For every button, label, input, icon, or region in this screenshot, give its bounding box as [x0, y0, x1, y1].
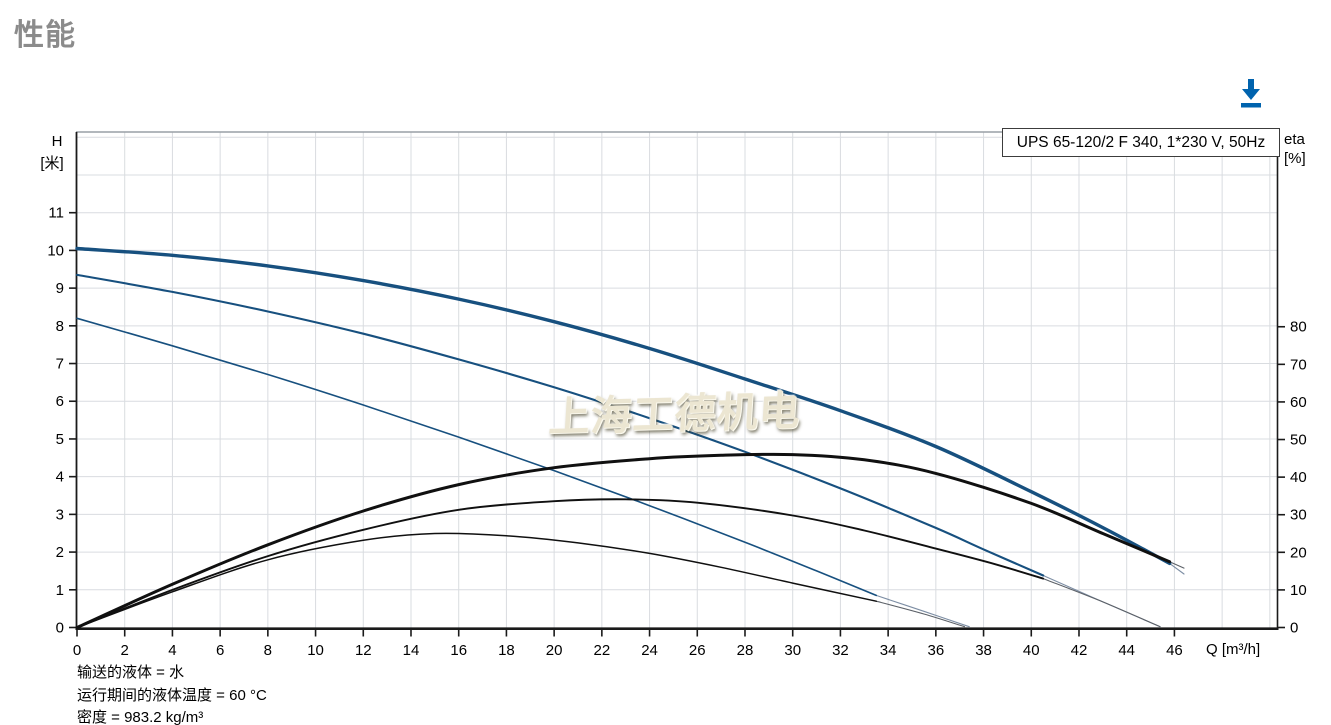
tick-label: 16: [450, 642, 467, 659]
tick-label: 14: [403, 642, 420, 659]
tick-label: 40: [1023, 642, 1040, 659]
right-axis-unit-label: [%]: [1284, 150, 1306, 167]
tick-label: 4: [168, 642, 176, 659]
curve-h-speed3-tail: [1169, 562, 1185, 575]
tick-label: 0: [73, 642, 81, 659]
tick-label: 10: [1290, 582, 1307, 599]
tick-label: 0: [1290, 620, 1298, 637]
tick-label: 60: [1290, 394, 1307, 411]
tick-label: 42: [1071, 642, 1088, 659]
tick-label: 20: [546, 642, 563, 659]
tick-label: 26: [689, 642, 706, 659]
tick-label: 40: [1290, 469, 1307, 486]
tick-label: 6: [216, 642, 224, 659]
tick-label: 11: [48, 205, 64, 222]
chart-grid: [77, 132, 1277, 628]
tick-label: 6: [56, 393, 64, 410]
left-axis-title-h: H: [51, 133, 63, 150]
tick-label: 10: [307, 642, 324, 659]
curve-h-curve-speed-1: [76, 317, 877, 597]
curve-eta-curve-speed-2: [76, 498, 1045, 629]
tick-label: 18: [498, 642, 515, 659]
tick-label: 38: [975, 642, 992, 659]
left-axis-unit-label: [米]: [40, 155, 64, 172]
pump-model-label: UPS 65-120/2 F 340, 1*230 V, 50Hz: [1002, 128, 1280, 157]
tick-label: 34: [880, 642, 897, 659]
download-icon: [1241, 79, 1261, 108]
x-axis-title: Q [m³/h]: [1206, 641, 1261, 658]
tick-label: 2: [56, 544, 64, 561]
tick-label: 46: [1166, 642, 1183, 659]
curve-eta-speed2-tail: [1042, 578, 1161, 628]
tick-label: 7: [56, 356, 64, 373]
tick-label: 1: [56, 582, 64, 599]
page-title: 性能: [14, 19, 76, 52]
tick-label: 8: [56, 318, 64, 335]
footnote-liquid-temperature: 运行期间的液体温度 = 60 °C: [77, 686, 267, 704]
curve-h-speed1-tail: [875, 594, 970, 628]
tick-label: 50: [1290, 432, 1307, 449]
download-button[interactable]: [1236, 76, 1266, 116]
footnote-density: 密度 = 983.2 kg/m³: [77, 709, 204, 725]
tick-label: 80: [1290, 319, 1307, 336]
axis-ticks-and-labels: 0 2 4 6 8 10 12 14 16 18 20 22 24 26 28 30 32 34 36 38 40 42 4…: [47, 205, 1306, 659]
tick-label: 4: [56, 469, 64, 486]
curve-eta-speed1-tail: [875, 600, 966, 628]
tick-label: 5: [56, 431, 64, 448]
tick-label: 9: [56, 280, 64, 297]
tick-label: 22: [594, 642, 611, 659]
tick-label: 30: [784, 642, 801, 659]
tick-label: 2: [121, 642, 129, 659]
tick-label: 20: [1290, 544, 1307, 561]
tick-label: 70: [1290, 356, 1307, 373]
curve-h-curve-speed-2: [75, 273, 1045, 577]
curve-h-curve-speed-3: [75, 246, 1172, 566]
tick-label: 32: [832, 642, 849, 659]
tick-label: 0: [56, 620, 64, 637]
right-axis-title-eta: eta: [1284, 131, 1305, 148]
watermark-text: 上海工德机电: [547, 386, 803, 442]
tick-label: 44: [1118, 642, 1135, 659]
tick-label: 12: [355, 642, 372, 659]
tick-label: 30: [1290, 507, 1307, 524]
tick-label: 36: [928, 642, 945, 659]
tick-label: 10: [47, 242, 64, 259]
tick-label: 28: [737, 642, 754, 659]
performance-curves: [75, 246, 1185, 629]
curve-eta-curve-speed-3: [75, 452, 1172, 629]
curve-eta-curve-speed-1: [76, 532, 877, 629]
footnote-pumped-liquid: 输送的液体 = 水: [77, 664, 185, 681]
curve-eta-speed3-tail: [1169, 561, 1185, 569]
tick-label: 24: [641, 642, 658, 659]
tick-label: 8: [264, 642, 272, 659]
tick-label: 3: [56, 506, 64, 523]
